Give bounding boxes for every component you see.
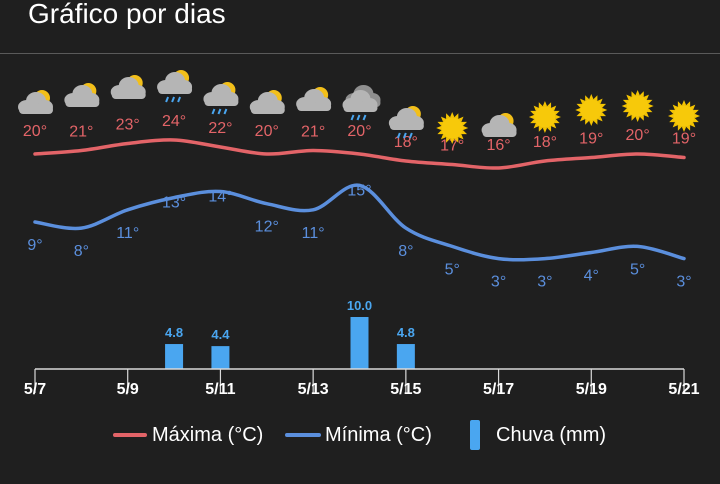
partly-cloudy-icon bbox=[18, 90, 53, 114]
max-temp-label: 21° bbox=[69, 124, 93, 141]
x-tick-label: 5/11 bbox=[205, 381, 235, 398]
cloud-sun-rain-icon bbox=[157, 70, 193, 103]
legend-rain-swatch bbox=[470, 420, 480, 450]
rain-value-label: 4.8 bbox=[165, 325, 183, 340]
max-temp-label: 20° bbox=[347, 123, 371, 140]
max-temp-label: 20° bbox=[23, 123, 47, 140]
sun-icon bbox=[528, 101, 561, 133]
min-temp-label: 14° bbox=[208, 189, 232, 206]
legend-min-swatch bbox=[285, 433, 321, 437]
max-temp-label: 20° bbox=[255, 123, 279, 140]
cloud-sun-rain-icon bbox=[203, 82, 239, 115]
sun-icon bbox=[621, 90, 654, 122]
min-temp-label: 9° bbox=[27, 237, 42, 254]
sun-icon bbox=[436, 112, 469, 144]
min-temp-label: 13° bbox=[162, 195, 186, 212]
max-temp-label: 18° bbox=[533, 134, 557, 151]
sun-icon bbox=[575, 94, 608, 126]
rain-value-label: 4.8 bbox=[397, 325, 415, 340]
x-tick-label: 5/7 bbox=[24, 381, 46, 398]
x-tick-label: 5/17 bbox=[483, 381, 514, 398]
sun-icon bbox=[668, 100, 700, 132]
min-temp-label: 12° bbox=[255, 219, 279, 236]
rain-value-label: 4.4 bbox=[211, 327, 230, 342]
min-temp-label: 5° bbox=[630, 261, 645, 278]
weather-chart: 20° 21° 23° 24° 22° 20° 21° 20°18° 17° 16° 18° 19° 2… bbox=[18, 70, 700, 398]
min-temp-label: 3° bbox=[676, 274, 691, 291]
rain-bar bbox=[350, 317, 369, 369]
max-temp-label: 19° bbox=[579, 131, 603, 148]
max-temp-line bbox=[33, 138, 686, 170]
cloud-sun-rain-icon bbox=[388, 106, 424, 139]
min-temp-label: 8° bbox=[398, 243, 413, 260]
max-temp-label: 20° bbox=[626, 127, 650, 144]
rain-bar bbox=[396, 344, 415, 369]
header-bar: Gráfico por dias bbox=[0, 0, 720, 54]
max-temp-label: 19° bbox=[672, 131, 696, 148]
rain-bar bbox=[165, 344, 184, 369]
x-tick-label: 5/19 bbox=[576, 381, 607, 398]
legend-max-swatch bbox=[113, 433, 147, 437]
legend-max-label: Máxima (°C) bbox=[152, 424, 264, 446]
min-temp-label: 4° bbox=[584, 268, 599, 285]
partly-cloudy-icon bbox=[296, 87, 332, 111]
min-temp-label: 11° bbox=[116, 225, 139, 242]
rain-bar bbox=[211, 346, 230, 369]
max-temp-label: 24° bbox=[162, 113, 186, 130]
cloud-rain-icon bbox=[342, 85, 381, 121]
rain-value-label: 10.0 bbox=[347, 298, 372, 313]
partly-cloudy-icon bbox=[110, 75, 146, 99]
x-tick-label: 5/13 bbox=[298, 381, 329, 398]
max-temp-label: 23° bbox=[116, 117, 140, 134]
min-temp-label: 11° bbox=[302, 225, 325, 242]
partly-cloudy-icon bbox=[481, 113, 517, 137]
legend-min-label: Mínima (°C) bbox=[325, 424, 432, 446]
min-temp-line bbox=[33, 183, 686, 262]
max-temp-label: 22° bbox=[208, 120, 232, 137]
max-temp-label: 18° bbox=[394, 134, 418, 151]
legend-rain-label: Chuva (mm) bbox=[496, 424, 607, 446]
partly-cloudy-icon bbox=[249, 90, 285, 114]
max-temp-label: 16° bbox=[486, 137, 510, 154]
min-temp-label: 3° bbox=[537, 274, 552, 291]
partly-cloudy-icon bbox=[64, 83, 100, 107]
chart-legend: Máxima (°C) Mínima (°C) Chuva (mm) bbox=[0, 420, 720, 450]
page-title: Gráfico por dias bbox=[28, 0, 226, 29]
min-temp-label: 5° bbox=[445, 261, 460, 278]
max-temp-label: 21° bbox=[301, 124, 325, 141]
min-temp-label: 3° bbox=[491, 274, 506, 291]
min-temp-label: 15° bbox=[347, 182, 371, 199]
x-tick-label: 5/15 bbox=[390, 381, 421, 398]
min-temp-label: 8° bbox=[74, 243, 89, 260]
x-tick-label: 5/21 bbox=[668, 381, 699, 398]
x-tick-label: 5/9 bbox=[117, 381, 139, 398]
